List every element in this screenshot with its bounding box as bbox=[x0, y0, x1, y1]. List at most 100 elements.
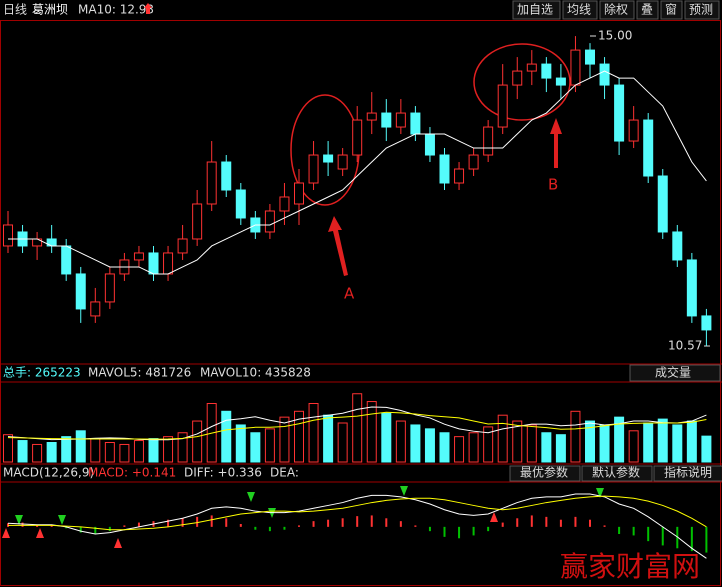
macd-bar bbox=[428, 526, 431, 532]
volume-bar bbox=[90, 438, 101, 463]
indicator-button[interactable] bbox=[581, 465, 653, 482]
indicator-button[interactable] bbox=[653, 465, 722, 482]
macd-bar bbox=[472, 526, 475, 536]
volume-bar bbox=[192, 420, 203, 463]
candle-body bbox=[221, 161, 232, 191]
annotation: A bbox=[344, 285, 355, 303]
candle-body bbox=[686, 259, 697, 317]
macd-bar bbox=[137, 522, 140, 527]
volume-bar bbox=[628, 430, 639, 463]
macd-bar bbox=[647, 526, 650, 542]
legend-entry: DIFF: +0.336 bbox=[184, 466, 262, 480]
indicator-label[interactable]: 成交量 bbox=[655, 365, 691, 380]
signal-arrows bbox=[2, 512, 498, 548]
macd-bar bbox=[603, 525, 606, 527]
candle-body bbox=[497, 84, 508, 128]
macd-bar bbox=[661, 526, 664, 546]
macd-title: MACD(12,26,9) bbox=[3, 466, 94, 480]
candle-body bbox=[454, 168, 465, 184]
macd-bar bbox=[458, 526, 461, 539]
macd-bar bbox=[501, 522, 504, 527]
toolbar-button[interactable] bbox=[636, 0, 659, 20]
candle-body bbox=[352, 119, 363, 156]
candle-body bbox=[264, 210, 275, 233]
macd-bar bbox=[690, 526, 693, 552]
pointer-arrow bbox=[328, 216, 348, 276]
candle-body bbox=[701, 315, 712, 331]
toolbar-label[interactable]: 除权 bbox=[604, 2, 628, 17]
candle-body bbox=[308, 154, 319, 184]
macd-bar bbox=[239, 524, 242, 527]
macd-bar bbox=[632, 526, 635, 536]
legend-entry: MAVOL10: 435828 bbox=[200, 366, 311, 380]
macd-bar bbox=[443, 526, 446, 537]
candle-body bbox=[3, 224, 13, 247]
candle-body bbox=[133, 252, 144, 261]
toolbar-button[interactable] bbox=[660, 0, 683, 20]
toolbar-button[interactable] bbox=[684, 0, 720, 20]
toolbar-button[interactable] bbox=[599, 0, 635, 20]
up-arrow bbox=[144, 3, 152, 14]
volume-bar bbox=[104, 442, 115, 463]
legend-entry: MAVOL5: 481726 bbox=[88, 366, 191, 380]
volume-bar bbox=[352, 393, 363, 463]
indicator-button-label[interactable]: 默认参数 bbox=[592, 465, 640, 480]
candle-body bbox=[177, 238, 188, 254]
toolbar-label[interactable]: 叠 bbox=[641, 3, 653, 17]
macd-bar bbox=[167, 519, 170, 527]
toolbar: 加自选 均线 除权叠窗预测 bbox=[512, 0, 720, 20]
line bbox=[7, 406, 707, 441]
pointer-arrow bbox=[550, 118, 562, 168]
macd-bar bbox=[181, 518, 184, 527]
macd-buttons: 最优参数 默认参数 指标说明 bbox=[509, 465, 722, 482]
candle-body bbox=[366, 112, 377, 121]
volume-bar bbox=[672, 424, 683, 463]
macd-bar bbox=[196, 516, 199, 527]
toolbar-button[interactable] bbox=[512, 0, 561, 20]
candle-body bbox=[512, 70, 523, 86]
volume-bar bbox=[75, 430, 86, 463]
toolbar-label[interactable]: 均线 bbox=[567, 3, 591, 17]
indicator-box[interactable] bbox=[629, 364, 721, 382]
legend-entry: DEA: bbox=[270, 466, 299, 480]
volume-bar bbox=[701, 435, 712, 463]
macd-bar bbox=[589, 519, 591, 527]
volume-bar bbox=[599, 424, 610, 463]
volume-bar bbox=[643, 422, 654, 463]
volume-bar bbox=[512, 420, 523, 463]
volume-bar bbox=[585, 420, 595, 463]
volume-bar bbox=[526, 424, 537, 463]
volume-bar bbox=[337, 422, 348, 463]
toolbar-label[interactable]: 预测 bbox=[689, 3, 713, 17]
candle-body bbox=[163, 252, 174, 275]
line bbox=[8, 495, 707, 531]
macd-bar bbox=[545, 516, 548, 527]
indicator-button-label[interactable]: 最优参数 bbox=[520, 465, 568, 480]
toolbar-label[interactable]: 加自选 bbox=[517, 3, 553, 17]
line bbox=[8, 70, 707, 275]
macd-bar bbox=[327, 519, 330, 527]
volume-bar bbox=[264, 428, 275, 463]
indicator-button-label[interactable]: 指标说明 bbox=[664, 465, 712, 480]
candle-body bbox=[90, 301, 101, 317]
macd-bar bbox=[108, 526, 111, 532]
toolbar-label[interactable]: 窗 bbox=[665, 3, 677, 17]
ma-label: MA10: 12.93 bbox=[78, 3, 154, 17]
indicator-button[interactable] bbox=[509, 465, 581, 482]
macd-bar bbox=[312, 521, 315, 527]
volume-title: 总手: 265223 bbox=[3, 366, 81, 380]
volume-bar bbox=[32, 443, 43, 463]
candle-body bbox=[381, 112, 392, 128]
macd-bar bbox=[65, 526, 68, 529]
macd-bar bbox=[36, 525, 39, 527]
toolbar-button[interactable] bbox=[562, 0, 598, 20]
volume-bar bbox=[250, 432, 261, 463]
candle-body bbox=[148, 252, 159, 275]
candle-body bbox=[75, 273, 86, 310]
volume-bar bbox=[163, 436, 174, 463]
macd-bar bbox=[123, 525, 126, 527]
volume-bar bbox=[454, 436, 465, 463]
volume-bar bbox=[555, 434, 566, 463]
macd-bar bbox=[298, 525, 300, 527]
period: 日线 bbox=[3, 3, 27, 17]
